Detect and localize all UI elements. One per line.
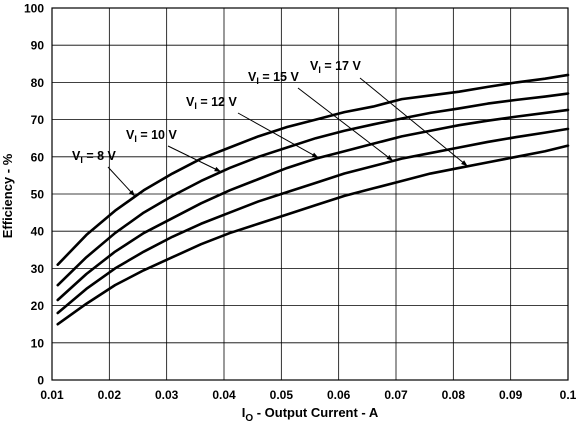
plot-frame (51, 7, 569, 381)
y-tick-label: 10 (31, 336, 45, 350)
series-label-3: VI = 12 V (186, 95, 237, 111)
series-leader-line (359, 77, 468, 167)
x-tick-label: 0.04 (212, 388, 236, 402)
tick-labels: 0.01 0.02 0.03 0.04 0.05 0.06 0.07 0.08 0.09 0.1 0… (24, 2, 577, 403)
series-leader-arrowhead (386, 154, 394, 161)
series-label-main: V (126, 128, 135, 142)
series-label-rest: = 17 V (321, 59, 362, 73)
x-axis-title-rest: - Output Current - A (253, 405, 379, 420)
series-leader-arrowhead (461, 160, 468, 167)
y-tick-label: 0 (37, 374, 44, 388)
y-tick-label: 100 (24, 2, 44, 16)
series-leader-line (237, 112, 319, 159)
y-tick-label: 60 (31, 150, 45, 164)
series-label-rest: = 15 V (259, 70, 300, 84)
y-tick-label: 40 (31, 225, 45, 239)
y-tick-label: 30 (31, 262, 45, 276)
series-leader-line (167, 145, 222, 173)
x-tick-label: 0.03 (155, 388, 179, 402)
series-label-1: VI = 8 V (72, 149, 117, 165)
series-label-rest: = 12 V (197, 95, 238, 109)
x-axis-title-main: I (242, 405, 246, 420)
x-tick-label: 0.05 (270, 388, 294, 402)
series-label-subscript: I (318, 65, 321, 75)
y-tick-label: 80 (31, 76, 45, 90)
series-leader-arrowhead (214, 166, 222, 172)
series-label-main: V (72, 149, 81, 163)
series-labels: VI = 8 VVI = 10 VVI = 12 VVI = 15 VVI = … (72, 59, 468, 197)
x-tick-label: 0.01 (40, 388, 64, 402)
series-leader-arrowhead (128, 189, 136, 197)
series-label-subscript: I (80, 155, 83, 165)
series-label-main: V (248, 70, 257, 84)
series-label-subscript: I (134, 134, 137, 144)
series-line-3 (56, 108, 570, 302)
series-label-rest: = 10 V (137, 128, 178, 142)
series-label-main: V (186, 95, 195, 109)
series-label-main: V (310, 59, 319, 73)
x-tick-label: 0.06 (327, 388, 351, 402)
series-line-4 (56, 127, 570, 315)
series-label-subscript: I (256, 76, 259, 86)
x-tick-label: 0.07 (384, 388, 408, 402)
y-tick-label: 90 (31, 39, 45, 53)
series-line-5 (56, 144, 570, 326)
x-tick-label: 0.08 (442, 388, 466, 402)
series-label-rest: = 8 V (83, 149, 117, 163)
series-leader-line (297, 87, 394, 162)
series-label-subscript: I (194, 101, 197, 111)
curve-layer (56, 73, 570, 326)
x-tick-label: 0.02 (98, 388, 122, 402)
series-label-5: VI = 17 V (310, 59, 361, 75)
series-line-1 (56, 73, 570, 266)
series-line-2 (56, 92, 570, 287)
y-axis-title: Efficiency - % (0, 153, 15, 238)
x-axis-title: IO - Output Current - A (242, 405, 379, 424)
series-label-2: VI = 10 V (126, 128, 177, 144)
series-label-4: VI = 15 V (248, 70, 299, 86)
x-tick-label: 0.09 (499, 388, 523, 402)
grid-layer (51, 7, 569, 381)
y-tick-label: 70 (31, 113, 45, 127)
y-tick-label: 20 (31, 299, 45, 313)
series-leader-line (107, 166, 136, 197)
x-axis-title-subscript: O (245, 413, 253, 424)
series-leader-arrowhead (311, 152, 319, 158)
x-tick-label: 0.1 (560, 388, 577, 402)
y-tick-label: 50 (31, 188, 45, 202)
